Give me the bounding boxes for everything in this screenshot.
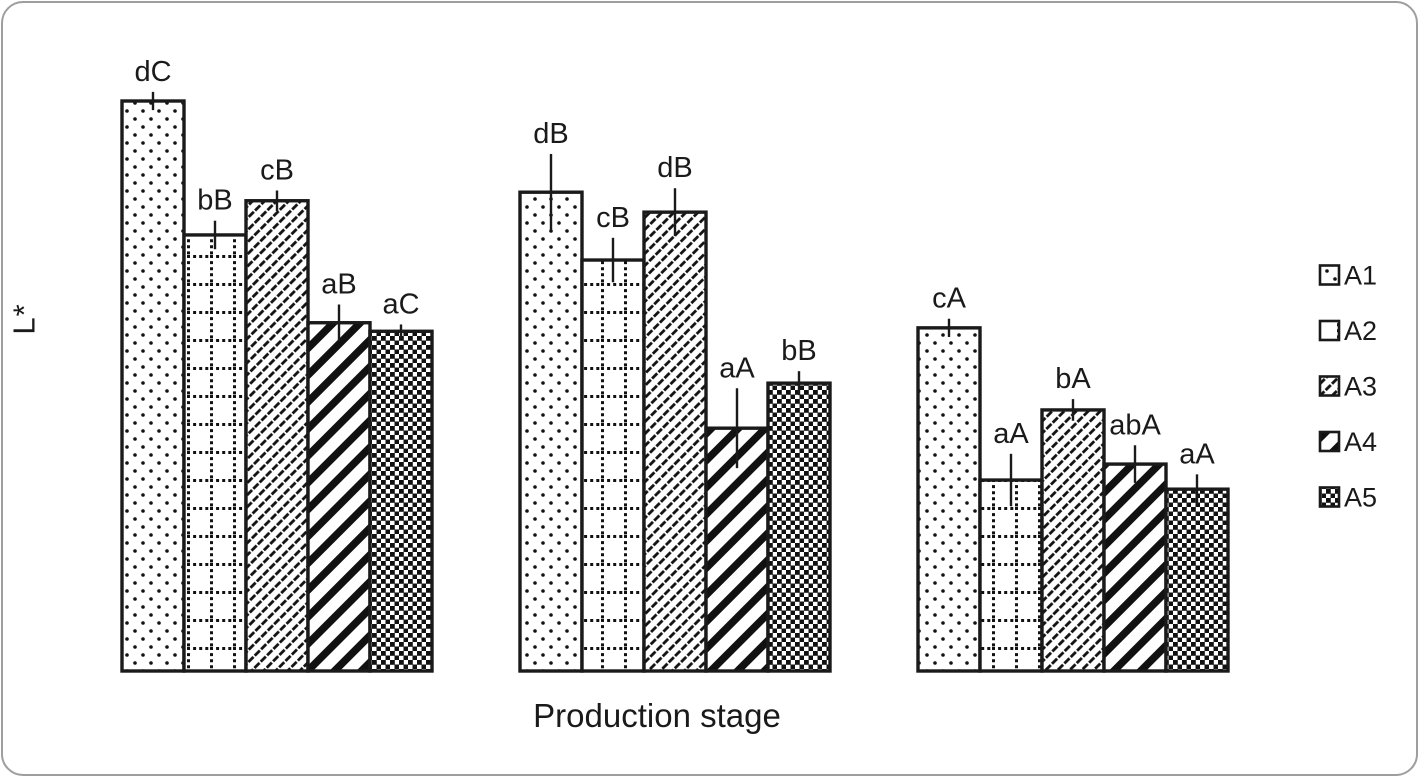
- bar-stage-1-A2: [182, 233, 248, 673]
- bar-stage-2-A2: [580, 258, 646, 673]
- sig-label-stage-1-A4: aB: [321, 268, 356, 300]
- bar-chart: dC bB cB aB aC dB cB dB aA bB cA aA bA abA aA A1 A2 A3 A4…: [120, 56, 1377, 673]
- sig-label-stage-3-A4: abA: [1109, 409, 1161, 441]
- legend: A1 A2 A3 A4 A5: [1318, 261, 1377, 513]
- legend-label-A1: A1: [1344, 261, 1377, 291]
- x-axis-label: Production stage: [533, 697, 781, 734]
- sig-label-stage-3-A1: cA: [932, 283, 967, 315]
- bar-stage-3-A5: [1164, 487, 1230, 673]
- legend-swatch-A5: [1318, 486, 1341, 508]
- bar-stage-2-A3: [642, 210, 708, 673]
- sig-label-stage-2-A1: dB: [533, 118, 568, 150]
- legend-label-A2: A2: [1344, 316, 1377, 346]
- bar-stage-2-A5: [766, 381, 832, 673]
- sig-label-stage-3-A2: aA: [993, 418, 1029, 450]
- sig-label-stage-1-A5: aC: [382, 288, 419, 320]
- bar-stage-3-A1: [916, 326, 982, 673]
- bar-stage-3-A3: [1040, 408, 1106, 673]
- legend-label-A3: A3: [1344, 372, 1377, 402]
- bar-stage-1-A3: [244, 199, 310, 673]
- y-axis-label: L*: [6, 303, 42, 335]
- bar-stage-1-A5: [368, 329, 434, 673]
- legend-label-A4: A4: [1344, 427, 1377, 457]
- bars-layer: dC bB cB aB aC dB cB dB aA bB cA aA bA abA aA: [120, 56, 1230, 673]
- bar-stage-3-A2: [978, 478, 1044, 673]
- legend-swatch-A1: [1318, 264, 1341, 286]
- legend-swatch-A4: [1318, 430, 1341, 453]
- sig-label-stage-3-A5: aA: [1179, 438, 1215, 470]
- legend-label-A5: A5: [1344, 483, 1377, 513]
- sig-label-stage-3-A3: bA: [1055, 363, 1091, 395]
- sig-label-stage-2-A3: dB: [657, 152, 692, 184]
- sig-label-stage-1-A1: dC: [134, 56, 171, 88]
- sig-label-stage-1-A2: bB: [197, 185, 232, 217]
- bar-stage-2-A1: [518, 190, 584, 673]
- legend-swatch-A3: [1318, 375, 1341, 397]
- sig-label-stage-1-A3: cB: [260, 154, 294, 186]
- bar-stage-3-A4: [1102, 462, 1168, 673]
- sig-label-stage-2-A2: cB: [596, 202, 630, 234]
- bar-stage-2-A4: [704, 426, 770, 673]
- bar-stage-1-A1: [120, 99, 186, 673]
- bar-stage-1-A4: [306, 321, 372, 673]
- legend-swatch-A2: [1318, 319, 1341, 342]
- sig-label-stage-2-A5: bB: [781, 335, 816, 367]
- sig-label-stage-2-A4: aA: [719, 352, 755, 384]
